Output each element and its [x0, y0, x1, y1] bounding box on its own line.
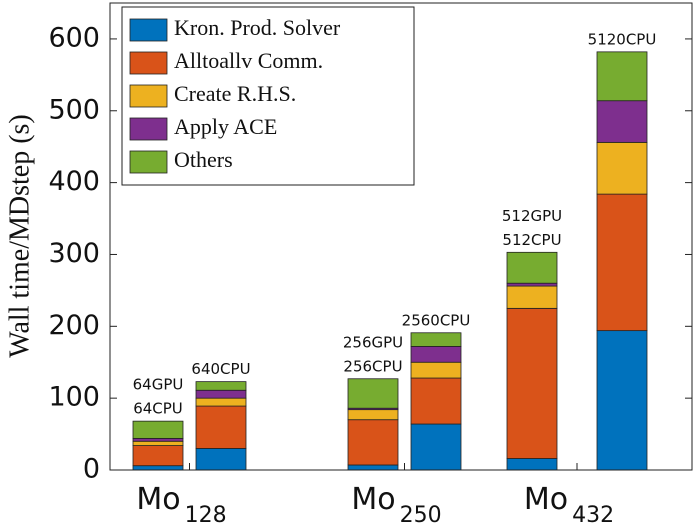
- legend-label: Kron. Prod. Solver: [174, 15, 341, 40]
- category-subscript: 250: [400, 503, 442, 528]
- legend-swatch: [129, 117, 168, 141]
- y-tick-label: 600: [48, 22, 100, 53]
- y-axis-label: Wall time/MDstep (s): [4, 114, 35, 357]
- bar-segment: [596, 330, 648, 471]
- legend-swatch: [129, 18, 168, 42]
- category-name: Mo: [524, 482, 568, 517]
- bar-segment: [195, 389, 247, 399]
- y-tick-label: 0: [83, 454, 100, 485]
- bar-segment: [347, 378, 399, 409]
- bar-segment: [506, 307, 558, 459]
- bar-segment: [195, 381, 247, 391]
- bar-segment: [195, 397, 247, 407]
- bar-segment: [410, 332, 462, 347]
- y-tick-label: 400: [48, 166, 100, 197]
- bar-segment: [410, 423, 462, 471]
- bar-segment: [132, 420, 184, 439]
- legend-box: [121, 6, 415, 186]
- legend-label: Create R.H.S.: [174, 81, 296, 106]
- bar-label: 2560CPU: [402, 311, 471, 329]
- bar-segment: [132, 465, 184, 471]
- bar-segment: [132, 437, 184, 442]
- y-tick-label: 100: [48, 382, 100, 413]
- legend-swatch: [129, 150, 168, 174]
- bar-segment: [347, 464, 399, 471]
- x-tick-label: Mo 432: [524, 482, 614, 529]
- bar-segment: [506, 458, 558, 471]
- bar-label: 256CPU: [343, 357, 402, 375]
- legend-label: Apply ACE: [174, 114, 277, 139]
- bar-segment: [506, 285, 558, 309]
- category-name: Mo: [136, 482, 180, 517]
- y-tick-label: 300: [48, 238, 100, 269]
- plot-frame: [109, 2, 693, 471]
- legend-label: Others: [174, 147, 233, 172]
- legend-label: Alltoallv Comm.: [174, 48, 323, 73]
- category-subscript: 432: [572, 503, 614, 528]
- category-subscript: 128: [185, 503, 227, 528]
- y-tick-label: 200: [48, 310, 100, 341]
- bar-segment: [132, 445, 184, 467]
- bar-segment: [410, 346, 462, 363]
- bar-label: 64GPU: [133, 376, 184, 394]
- bar-segment: [347, 419, 399, 466]
- bar-segment: [132, 440, 184, 446]
- bar-segment: [347, 409, 399, 421]
- bar-label: 512GPU: [502, 207, 562, 225]
- legend-swatch: [129, 51, 168, 75]
- bar-segment: [195, 448, 247, 471]
- bar-segment: [506, 251, 558, 284]
- bar-segment: [596, 193, 648, 332]
- x-tick-label: Mo 250: [351, 482, 441, 529]
- x-tick-label: Mo 128: [136, 482, 226, 529]
- bar-label: 256GPU: [343, 333, 403, 351]
- bar-segment: [596, 100, 648, 143]
- bar-label: 5120CPU: [588, 30, 657, 48]
- bar-segment: [410, 377, 462, 425]
- bar-segment: [410, 361, 462, 379]
- bar-label: 64CPU: [133, 400, 183, 418]
- category-name: Mo: [351, 482, 395, 517]
- bar-label: 640CPU: [191, 360, 250, 378]
- bar-segment: [596, 141, 648, 195]
- legend-swatch: [129, 84, 168, 108]
- y-tick-label: 500: [48, 94, 100, 125]
- bar-segment: [195, 405, 247, 449]
- bar-segment: [506, 282, 558, 287]
- bar-segment: [596, 51, 648, 102]
- bar-label: 512CPU: [502, 231, 561, 249]
